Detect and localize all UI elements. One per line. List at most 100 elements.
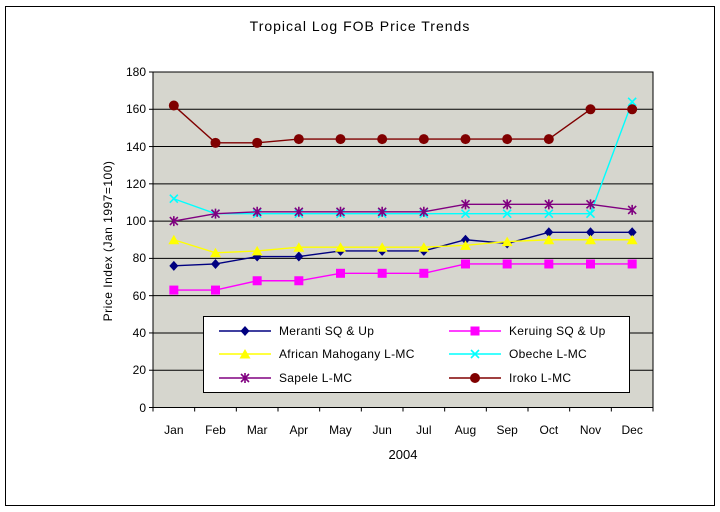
legend-label: African Mahogany L-MC: [279, 347, 415, 362]
series-line: [173, 263, 633, 291]
y-tick-label: 140: [125, 139, 146, 154]
x-tick-label: Aug: [454, 423, 477, 437]
series-marker: [252, 206, 262, 217]
series-marker: [543, 234, 555, 245]
triangle-marker-icon: [219, 349, 271, 359]
series-line: [173, 231, 633, 267]
chart-frame: [5, 6, 715, 506]
series-marker: [211, 258, 220, 269]
y-tick-label: 80: [132, 251, 146, 266]
y-tick-label: 60: [132, 288, 146, 303]
legend-label: Iroko L-MC: [509, 371, 572, 386]
legend-item: Iroko L-MC: [448, 371, 629, 385]
x-tick-label: Mar: [246, 423, 268, 437]
series-marker: [461, 234, 470, 245]
y-tick-label: 20: [132, 363, 146, 378]
x-tick-label: Feb: [205, 423, 226, 437]
legend-marker-sample: [470, 349, 480, 360]
legend-item: Keruing SQ & Up: [448, 324, 629, 338]
series-line: [173, 105, 633, 144]
y-tick-label: 0: [139, 400, 146, 415]
series-marker: [418, 242, 430, 252]
series-marker: [418, 134, 429, 145]
legend-item: Obeche L-MC: [448, 347, 629, 361]
series-marker: [210, 208, 221, 219]
series-marker: [586, 259, 595, 269]
x-tick-label: Nov: [579, 423, 602, 437]
x-tick-label: Oct: [539, 423, 559, 437]
series-marker: [377, 206, 387, 217]
series-line: [173, 239, 633, 254]
y-tick-label: 40: [132, 325, 146, 340]
legend-item: Meranti SQ & Up: [218, 324, 448, 338]
series-line: [173, 203, 633, 222]
y-tick-label: 160: [125, 102, 146, 117]
series-marker: [210, 137, 221, 148]
series-marker: [585, 199, 596, 210]
x-tick-label: May: [329, 423, 352, 437]
x-tick-label: Jan: [164, 423, 184, 437]
legend-marker-sample: [240, 325, 250, 336]
legend-item: Sapele L-MC: [218, 371, 448, 385]
series-marker: [294, 251, 304, 262]
y-tick-label: 100: [125, 214, 146, 229]
star-marker-icon: [219, 373, 271, 384]
diamond-marker-icon: [219, 325, 271, 336]
series-marker: [211, 285, 220, 295]
series-marker: [336, 268, 345, 278]
series-marker: [460, 209, 471, 219]
series-marker: [293, 134, 304, 145]
x-marker-icon: [449, 349, 501, 360]
legend-marker-sample: [240, 373, 250, 384]
series-marker: [376, 242, 388, 252]
series-marker: [502, 259, 512, 269]
legend-label: Keruing SQ & Up: [509, 323, 606, 338]
series-marker: [169, 194, 179, 204]
series-marker: [585, 209, 596, 219]
series-marker: [335, 206, 346, 217]
legend-item: African Mahogany L-MC: [218, 347, 448, 361]
series-marker: [252, 137, 263, 148]
series-marker: [501, 236, 513, 247]
series-marker: [544, 227, 554, 238]
y-tick-label: 120: [125, 176, 146, 191]
legend-label: Meranti SQ & Up: [279, 323, 375, 338]
square-marker-icon: [449, 326, 501, 336]
legend-marker-sample: [239, 349, 251, 359]
series-marker: [627, 104, 638, 115]
series-marker: [335, 242, 346, 252]
series-marker: [544, 199, 554, 210]
x-axis-year-label: 2004: [388, 447, 418, 462]
series-marker: [293, 242, 305, 252]
series-marker: [627, 259, 637, 269]
series-marker: [627, 97, 637, 107]
series-marker: [419, 206, 429, 217]
series-marker: [460, 199, 471, 210]
series-marker: [627, 204, 637, 215]
x-tick-label: Apr: [289, 423, 309, 437]
x-tick-label: Dec: [621, 423, 643, 437]
series-marker: [377, 134, 388, 145]
series-marker: [169, 285, 179, 295]
series-line: [173, 101, 633, 215]
series-marker: [627, 227, 637, 238]
series-marker: [461, 259, 470, 269]
series-marker: [585, 104, 596, 115]
series-marker: [294, 206, 304, 217]
series-marker: [169, 260, 179, 271]
series-marker: [419, 268, 429, 278]
series-marker: [377, 268, 387, 278]
series-marker: [335, 134, 346, 145]
series-marker: [252, 276, 262, 286]
chart-title: Tropical Log FOB Price Trends: [249, 18, 471, 34]
series-marker: [502, 209, 512, 219]
series-marker: [626, 234, 638, 245]
series-marker: [251, 245, 263, 256]
legend-label: Sapele L-MC: [279, 371, 353, 386]
legend-label: Obeche L-MC: [509, 347, 587, 362]
legend-marker-sample: [470, 373, 480, 384]
series-marker: [502, 199, 512, 210]
circle-marker-icon: [449, 373, 501, 384]
series-marker: [502, 134, 513, 145]
